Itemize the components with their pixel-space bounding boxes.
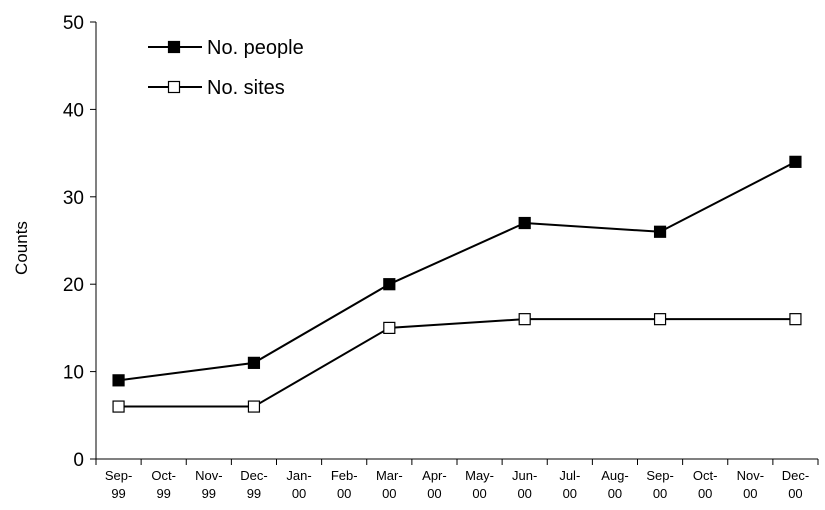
series-line	[118, 318, 796, 408]
x-tick-label-year: 00	[292, 486, 306, 501]
x-tick-label-year: 00	[788, 486, 802, 501]
x-tick-label-year: 00	[427, 486, 441, 501]
legend-label: No. people	[207, 37, 304, 59]
x-tick-label-month: Nov-	[195, 468, 222, 483]
data-point	[518, 313, 531, 326]
x-tick-label-year: 99	[111, 486, 125, 501]
x-tick-label-year: 00	[608, 486, 622, 501]
x-tick-label-month: Sep-	[105, 468, 132, 483]
legend-label: No. sites	[207, 77, 285, 99]
data-point	[789, 155, 802, 168]
x-tick-label-year: 99	[156, 486, 170, 501]
legend-item: No. sites	[148, 77, 285, 99]
x-tick-label: Dec- 00	[782, 468, 809, 501]
x-tick-label: Nov- 99	[195, 468, 222, 501]
x-tick-label: Oct- 00	[693, 468, 718, 501]
x-tick-label: Sep- 00	[646, 468, 673, 501]
x-tick-label: Sep- 99	[105, 468, 132, 501]
data-point	[112, 400, 125, 413]
x-tick-label-year: 00	[337, 486, 351, 501]
data-point	[789, 313, 802, 326]
data-point	[112, 374, 125, 387]
x-tick-label-year: 00	[382, 486, 396, 501]
data-point	[383, 278, 396, 291]
x-tick-label-month: Oct-	[693, 468, 718, 483]
x-tick-label: Feb- 00	[331, 468, 358, 501]
x-tick-label-month: May-	[465, 468, 494, 483]
data-point	[653, 313, 667, 326]
legend-item: No. people	[148, 37, 304, 59]
x-tick-label-month: Sep-	[646, 468, 673, 483]
x-tick-label-month: Jan-	[286, 468, 311, 483]
x-tick-label-month: Mar-	[376, 468, 403, 483]
x-tick-label-year: 00	[698, 486, 712, 501]
x-tick-label: May- 00	[465, 468, 494, 501]
data-point	[247, 356, 261, 369]
x-tick-label: Jun- 00	[512, 468, 537, 501]
y-tick-label: 20	[63, 275, 84, 296]
x-tick-label-month: Jul-	[559, 468, 580, 483]
x-tick-label-month: Oct-	[151, 468, 176, 483]
data-point	[653, 225, 667, 238]
x-tick-label: Aug- 00	[601, 468, 628, 501]
x-tick-label-year: 99	[247, 486, 261, 501]
x-tick-label-month: Apr-	[422, 468, 447, 483]
x-tick-label: Jan- 00	[286, 468, 311, 501]
series-line	[118, 160, 796, 382]
y-tick-label: 0	[73, 450, 84, 471]
series-layer	[112, 155, 802, 413]
x-tick-label: Mar- 00	[376, 468, 403, 501]
legend-marker	[167, 40, 181, 54]
data-point	[247, 400, 261, 413]
x-tick-label-year: 00	[743, 486, 757, 501]
y-tick-label: 30	[63, 188, 84, 209]
data-point	[383, 321, 396, 334]
series-1	[112, 155, 802, 387]
x-tick-label-month: Jun-	[512, 468, 537, 483]
x-tick-label: Dec- 99	[240, 468, 267, 501]
y-tick-label: 40	[63, 100, 84, 121]
series-2	[112, 313, 802, 413]
x-tick-label-month: Feb-	[331, 468, 358, 483]
x-tick-label-month: Dec-	[782, 468, 809, 483]
x-tick-label-year: 00	[517, 486, 531, 501]
x-tick-label-year: 99	[202, 486, 216, 501]
legend: No. people No. sites	[148, 37, 304, 99]
x-tick-label: Jul- 00	[559, 468, 580, 501]
x-tick-label-month: Aug-	[601, 468, 628, 483]
x-tick-label-month: Nov-	[737, 468, 764, 483]
y-tick-label: 50	[63, 13, 84, 34]
legend-marker	[167, 80, 181, 94]
y-tick-label: 10	[63, 363, 84, 384]
x-tick-label: Nov- 00	[737, 468, 764, 501]
y-axis-title: Counts	[12, 221, 31, 275]
data-point	[518, 216, 531, 230]
x-tick-label: Oct- 99	[151, 468, 176, 501]
x-tick-label-year: 00	[472, 486, 486, 501]
x-tick-label-month: Dec-	[240, 468, 267, 483]
y-axis: 0 10 20 30 40 50	[63, 13, 97, 471]
x-tick-label-year: 00	[653, 486, 667, 501]
x-axis: Sep-99Oct-99Nov-99Dec-99Jan-00Feb-00Mar-…	[95, 458, 819, 501]
x-tick-label-year: 00	[563, 486, 577, 501]
x-tick-label: Apr- 00	[422, 468, 447, 501]
